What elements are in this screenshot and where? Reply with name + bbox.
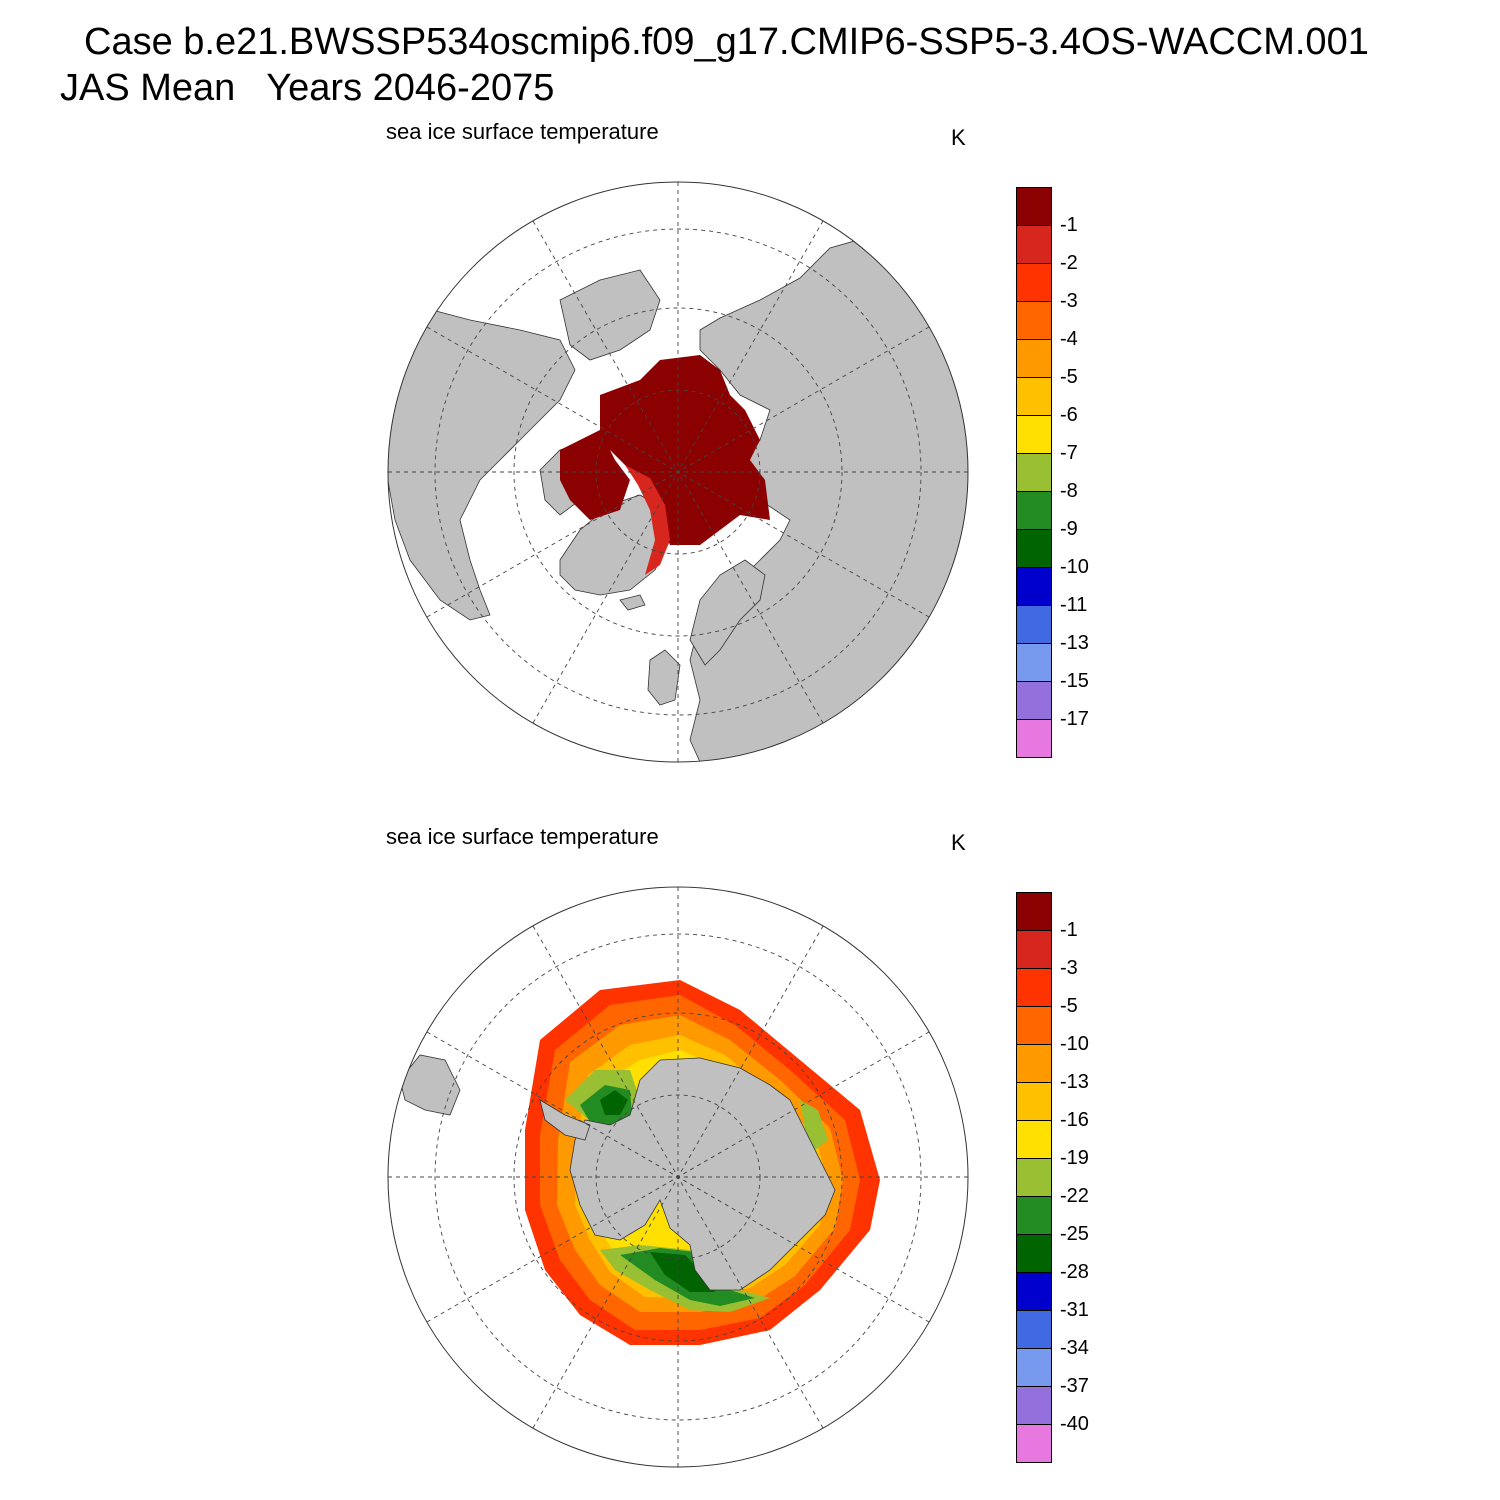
- south-colorbar-label: -10: [1060, 1033, 1089, 1055]
- south-colorbar-box: [1016, 930, 1052, 969]
- north-colorbar-label: -4: [1060, 328, 1078, 350]
- north-colorbar-box: [1016, 377, 1052, 416]
- south-map-outline: [387, 886, 969, 1468]
- north-colorbar-label: -13: [1060, 632, 1089, 654]
- south-colorbar-box: [1016, 1234, 1052, 1273]
- north-colorbar-box: [1016, 339, 1052, 378]
- north-colorbar-label: -1: [1060, 214, 1078, 236]
- south-colorbar-box: [1016, 1348, 1052, 1387]
- south-colorbar-box: [1016, 1082, 1052, 1121]
- north-colorbar-label: -9: [1060, 518, 1078, 540]
- south-polar-map: [399, 980, 880, 1345]
- north-land-iceland: [619, 594, 646, 611]
- north-colorbar-box: [1016, 491, 1052, 530]
- north-sea-ice-archipelago: [560, 430, 630, 520]
- south-land-south-america: [399, 1054, 461, 1116]
- north-colorbar-label: -5: [1060, 366, 1078, 388]
- north-colorbar-label: -15: [1060, 670, 1089, 692]
- south-colorbar-label: -34: [1060, 1337, 1089, 1359]
- north-colorbar-box: [1016, 415, 1052, 454]
- north-land-scandinavia: [689, 559, 766, 666]
- south-colorbar-label: -37: [1060, 1375, 1089, 1397]
- south-colorbar-box: [1016, 968, 1052, 1007]
- south-colorbar-box: [1016, 1006, 1052, 1045]
- plot-title-case: Case b.e21.BWSSP534oscmip6.f09_g17.CMIP6…: [84, 21, 1369, 63]
- south-colorbar-box: [1016, 1120, 1052, 1159]
- north-colorbar-label: -11: [1060, 594, 1088, 616]
- south-colorbar-box: [1016, 1158, 1052, 1197]
- north-colorbar-box: [1016, 681, 1052, 720]
- north-colorbar-label: -8: [1060, 480, 1078, 502]
- south-colorbar-box: [1016, 892, 1052, 931]
- north-colorbar-box: [1016, 567, 1052, 606]
- south-land-peninsula: [539, 1099, 591, 1141]
- south-colorbar-box: [1016, 1272, 1052, 1311]
- south-panel-field-label: sea ice surface temperature: [386, 824, 659, 849]
- north-panel-units: K: [951, 125, 966, 150]
- south-colorbar-label: -5: [1060, 995, 1078, 1017]
- south-colorbar-box: [1016, 1044, 1052, 1083]
- south-colorbar-label: -16: [1060, 1109, 1089, 1131]
- north-colorbar-label: -3: [1060, 290, 1078, 312]
- south-colorbar-label: -22: [1060, 1185, 1089, 1207]
- north-colorbar-box: [1016, 529, 1052, 568]
- north-colorbar-label: -7: [1060, 442, 1078, 464]
- north-colorbar-box: [1016, 719, 1052, 758]
- south-colorbar-label: -25: [1060, 1223, 1089, 1245]
- south-panel-units: K: [951, 830, 966, 855]
- south-colorbar-label: -31: [1060, 1299, 1089, 1321]
- north-colorbar-label: -2: [1060, 252, 1078, 274]
- south-map-grid: [388, 887, 968, 1467]
- north-colorbar-box: [1016, 187, 1052, 226]
- north-colorbar-box: [1016, 225, 1052, 264]
- north-map-grid: [388, 182, 968, 762]
- south-colorbar: [1016, 892, 1052, 1463]
- south-colorbar-box: [1016, 1310, 1052, 1349]
- south-colorbar-box: [1016, 1386, 1052, 1425]
- north-land-uk: [647, 649, 681, 706]
- south-land-antarctica: [569, 1057, 836, 1291]
- north-colorbar-box: [1016, 605, 1052, 644]
- north-map-outline: [387, 181, 969, 763]
- south-colorbar-label: -40: [1060, 1413, 1089, 1435]
- south-colorbar-label: -28: [1060, 1261, 1089, 1283]
- plot-subtitle-period: JAS Mean Years 2046-2075: [60, 67, 555, 109]
- north-panel-field-label: sea ice surface temperature: [386, 119, 659, 144]
- north-colorbar-box: [1016, 263, 1052, 302]
- north-land-north-america: [388, 309, 576, 621]
- north-colorbar-label: -17: [1060, 708, 1089, 730]
- south-colorbar-box: [1016, 1424, 1052, 1463]
- south-colorbar-label: -3: [1060, 957, 1078, 979]
- south-colorbar-box: [1016, 1196, 1052, 1235]
- north-colorbar: [1016, 187, 1052, 758]
- north-sea-ice-core: [600, 355, 770, 545]
- north-polar-map: [388, 239, 968, 762]
- north-colorbar-label: -6: [1060, 404, 1078, 426]
- north-land-alaska: [559, 269, 661, 361]
- south-colorbar-label: -19: [1060, 1147, 1089, 1169]
- south-colorbar-label: -1: [1060, 919, 1078, 941]
- north-colorbar-box: [1016, 453, 1052, 492]
- south-colorbar-label: -13: [1060, 1071, 1089, 1093]
- north-sea-ice-east-greenland: [625, 465, 670, 575]
- north-colorbar-label: -10: [1060, 556, 1089, 578]
- north-colorbar-box: [1016, 643, 1052, 682]
- north-colorbar-box: [1016, 301, 1052, 340]
